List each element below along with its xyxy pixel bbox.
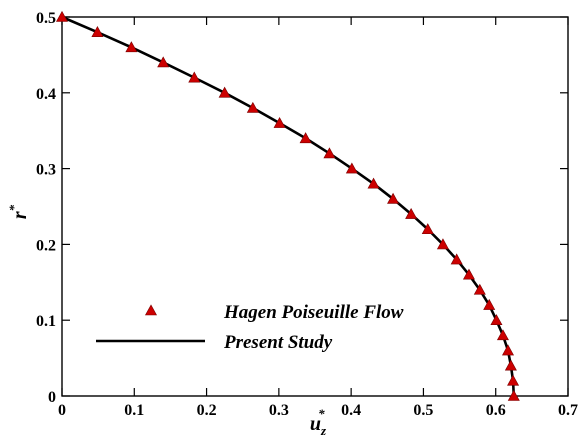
data-point-hagen xyxy=(436,238,449,250)
data-point-hagen xyxy=(55,10,69,22)
y-axis-label-sup: * xyxy=(6,204,21,211)
data-point-hagen xyxy=(218,86,231,98)
y-tick-label: 0.5 xyxy=(36,10,56,27)
data-point-hagen xyxy=(387,192,400,204)
y-axis-label-base: r xyxy=(9,211,31,219)
data-point-hagen xyxy=(507,389,520,401)
y-axis-label: r* xyxy=(6,204,31,219)
x-tick-label: 0.2 xyxy=(197,402,217,419)
data-point-hagen xyxy=(405,207,418,219)
data-point-hagen xyxy=(496,329,509,341)
data-point-hagen xyxy=(157,56,170,68)
y-tick-label: 0.3 xyxy=(36,162,56,179)
series-layer xyxy=(55,10,520,401)
data-point-hagen xyxy=(483,298,496,310)
legend-marker-triangle xyxy=(144,304,158,316)
y-tick-label: 0.2 xyxy=(36,237,56,254)
data-point-hagen xyxy=(367,177,380,189)
legend-label-present: Present Study xyxy=(223,332,333,353)
data-point-hagen xyxy=(473,283,486,295)
data-point-hagen xyxy=(507,374,520,386)
legend-label-hagen: Hagen Poiseuille Flow xyxy=(223,302,404,323)
x-tick-label: 0.7 xyxy=(558,402,578,419)
data-point-hagen xyxy=(273,116,286,128)
x-tick-label: 0.4 xyxy=(341,402,361,419)
data-point-hagen xyxy=(125,41,138,53)
legend: Hagen Poiseuille Flow Present Study xyxy=(96,302,404,353)
data-point-hagen xyxy=(501,344,515,356)
x-tick-label: 0.6 xyxy=(486,402,506,419)
data-point-hagen xyxy=(504,359,517,371)
data-point-hagen xyxy=(323,147,336,159)
x-axis-label: uz * xyxy=(310,406,327,438)
data-point-hagen xyxy=(188,71,201,83)
data-point-hagen xyxy=(299,132,312,144)
y-tick-label: 0 xyxy=(48,389,56,406)
data-point-hagen xyxy=(421,223,434,235)
x-axis-ticks: 0 0.1 0.2 0.3 0.4 0.5 0.6 0.7 xyxy=(58,17,578,419)
x-tick-label: 0.5 xyxy=(413,402,433,419)
x-tick-label: 0 xyxy=(58,402,66,419)
data-point-hagen xyxy=(462,268,475,280)
x-axis-label-sup: * xyxy=(318,406,325,421)
y-tick-label: 0.4 xyxy=(36,86,56,103)
plot-area-border xyxy=(61,16,569,397)
data-point-hagen xyxy=(246,101,259,113)
data-point-hagen xyxy=(450,253,463,265)
data-point-hagen xyxy=(490,314,503,326)
y-axis-ticks: 0 0.1 0.2 0.3 0.4 0.5 xyxy=(36,10,568,406)
x-tick-label: 0.3 xyxy=(269,402,289,419)
data-point-hagen xyxy=(91,26,104,37)
data-point-hagen xyxy=(345,162,358,174)
x-tick-label: 0.1 xyxy=(124,402,144,419)
x-axis-label-base: u xyxy=(310,413,321,435)
y-tick-label: 0.1 xyxy=(36,313,56,330)
x-axis-label-sub: z xyxy=(320,423,327,438)
plot-frame xyxy=(61,16,569,397)
